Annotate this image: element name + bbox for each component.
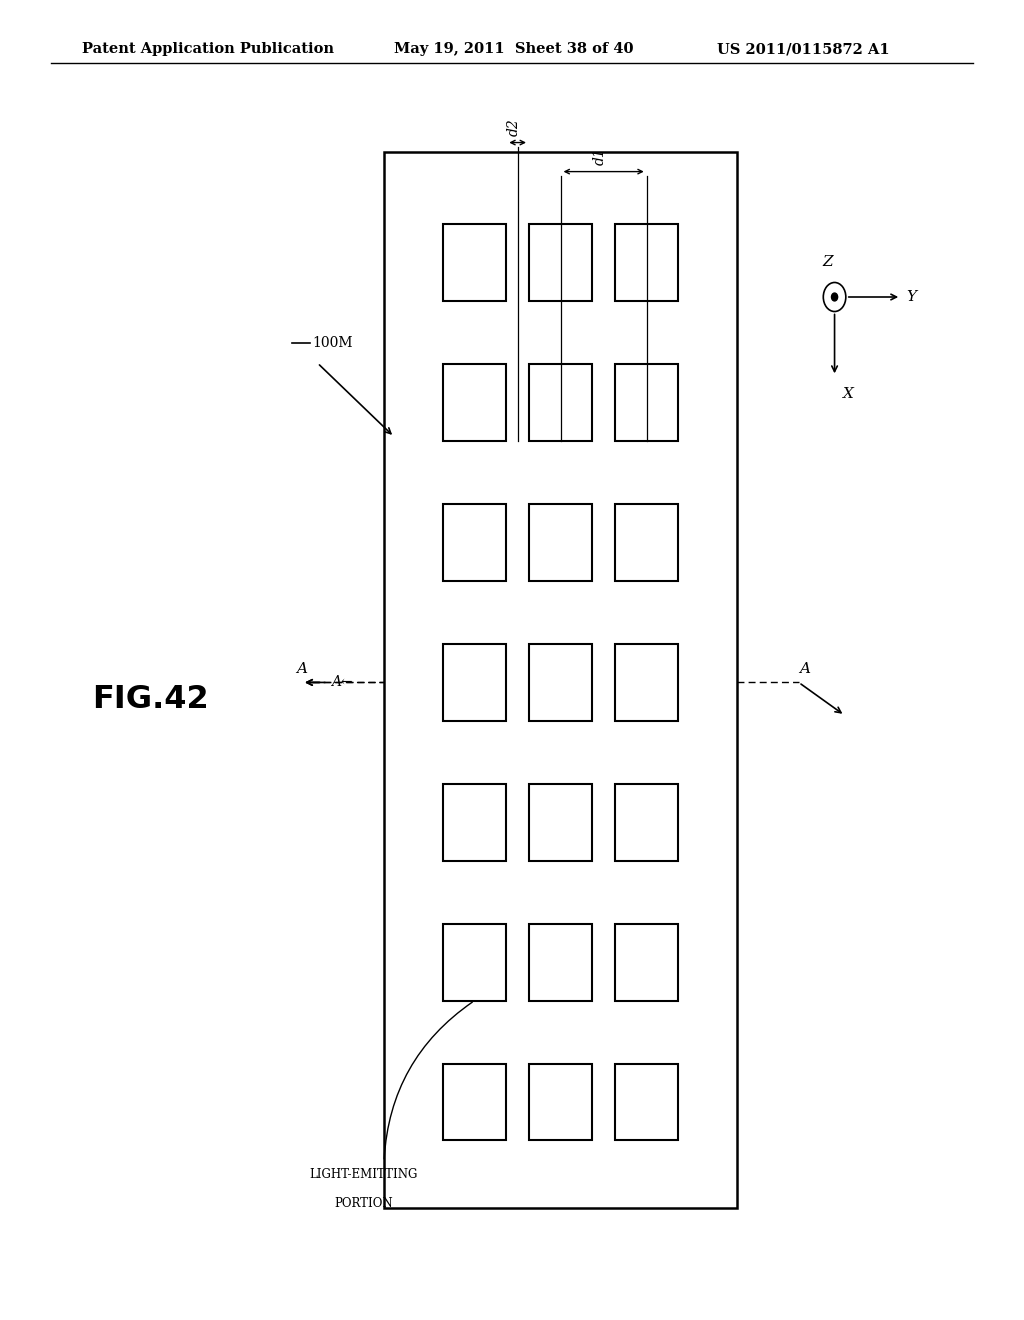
Bar	[614, 644, 679, 721]
Bar	[442, 504, 506, 581]
Text: Z: Z	[822, 255, 833, 269]
Bar	[528, 504, 592, 581]
Text: Patent Application Publication: Patent Application Publication	[82, 42, 334, 57]
Bar	[528, 644, 592, 721]
Circle shape	[831, 293, 838, 301]
Bar	[614, 364, 679, 441]
Bar	[614, 784, 679, 861]
Bar	[614, 1064, 679, 1140]
Text: d1: d1	[593, 148, 606, 165]
Bar	[528, 224, 592, 301]
Bar	[442, 924, 506, 1001]
Text: A←: A←	[331, 676, 352, 689]
Text: US 2011/0115872 A1: US 2011/0115872 A1	[717, 42, 890, 57]
Text: LIGHT-EMITTING: LIGHT-EMITTING	[309, 1168, 418, 1181]
Bar	[614, 224, 679, 301]
Bar	[442, 644, 506, 721]
Bar	[614, 504, 679, 581]
Text: A: A	[296, 661, 307, 676]
Bar	[528, 784, 592, 861]
Text: 100M: 100M	[312, 337, 353, 350]
Bar	[442, 364, 506, 441]
Bar	[528, 1064, 592, 1140]
Text: d2: d2	[507, 119, 520, 136]
Text: May 19, 2011  Sheet 38 of 40: May 19, 2011 Sheet 38 of 40	[394, 42, 634, 57]
Text: PORTION: PORTION	[334, 1197, 393, 1210]
Bar	[528, 924, 592, 1001]
Bar	[384, 152, 737, 1208]
Bar	[614, 924, 679, 1001]
Bar	[442, 224, 506, 301]
Text: FIG.42: FIG.42	[92, 684, 209, 715]
Bar	[528, 364, 592, 441]
Text: Y: Y	[906, 290, 916, 304]
Bar	[442, 1064, 506, 1140]
Text: X: X	[843, 387, 854, 401]
Bar	[442, 784, 506, 861]
Text: A: A	[799, 661, 810, 676]
